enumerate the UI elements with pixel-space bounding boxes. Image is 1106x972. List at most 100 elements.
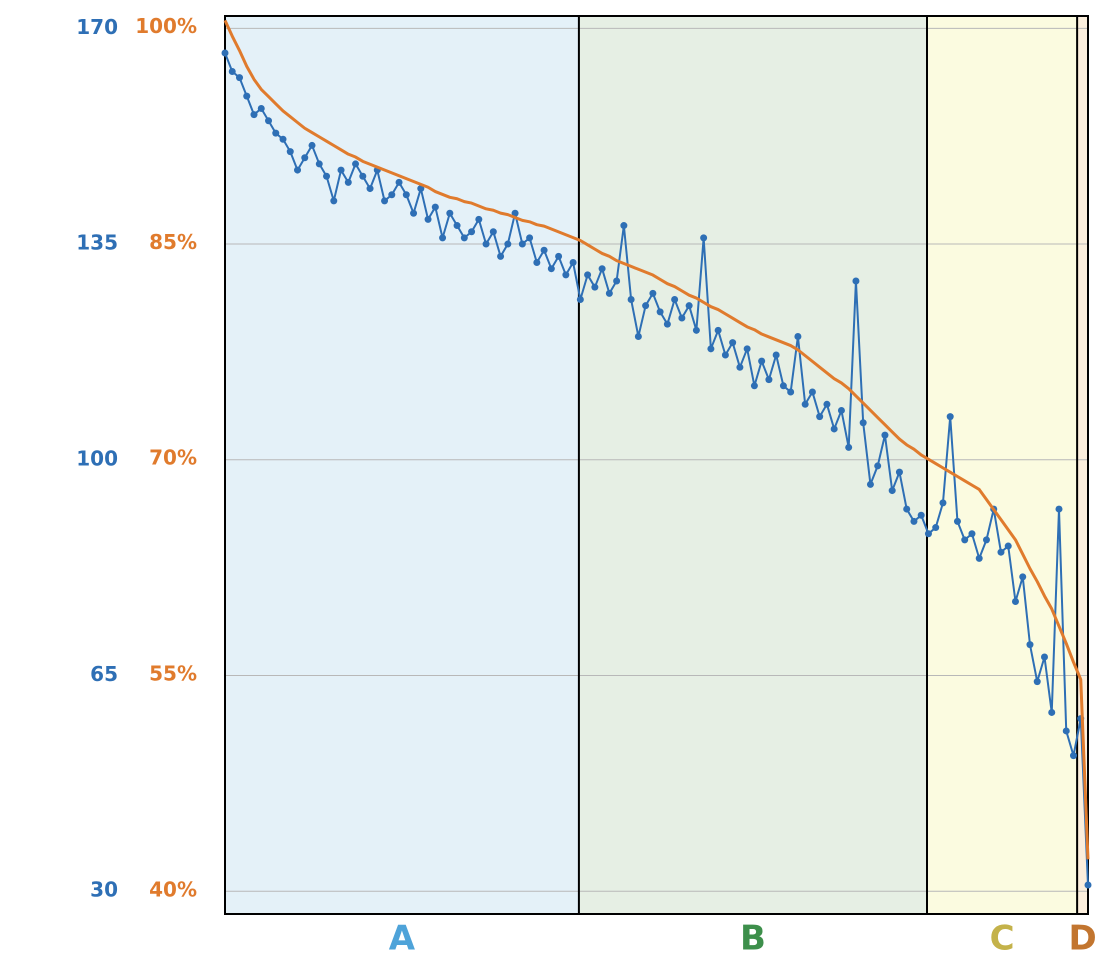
data-point [605,289,613,297]
data-point [359,172,367,180]
y-tick-label: 170 [76,15,118,39]
data-point [1011,598,1019,606]
y2-tick-label: 70% [149,446,197,470]
data-point [895,468,903,476]
data-point [736,363,744,371]
data-point [482,240,490,248]
data-point [903,505,911,513]
y2-tick-label: 85% [149,230,197,254]
data-point [533,259,541,267]
data-point [953,517,961,525]
data-point [286,148,294,156]
data-point [700,234,708,242]
y-tick-label: 135 [76,231,118,255]
data-point [381,197,389,205]
data-point [671,296,679,304]
data-point [830,425,838,433]
data-point [1040,653,1048,661]
data-point [787,388,795,396]
data-point [576,296,584,304]
data-point [388,191,396,199]
data-point [518,240,526,248]
data-point [272,129,280,137]
data-point [997,548,1005,556]
data-point [308,141,316,149]
data-point [250,111,258,119]
data-point [975,554,983,562]
data-point [584,271,592,279]
data-point [1033,678,1041,686]
data-point [707,345,715,353]
zone-label: C [990,919,1015,959]
data-point [634,332,642,340]
y2-tick-label: 100% [135,14,197,38]
zone-background [225,16,579,914]
data-point [504,240,512,248]
data-point [431,203,439,211]
data-point [1019,573,1027,581]
data-point [468,228,476,236]
data-point [765,376,773,384]
data-point [859,419,867,427]
data-point [982,536,990,544]
data-point [1069,752,1077,760]
data-point [743,345,751,353]
data-point [866,480,874,488]
data-point [562,271,570,279]
data-point [344,178,352,186]
data-point [294,166,302,174]
data-point [968,530,976,538]
data-point [526,234,534,242]
data-point [779,382,787,390]
data-point [460,234,468,242]
data-point [750,382,758,390]
data-point [808,388,816,396]
data-point [352,160,360,168]
data-point [946,413,954,421]
data-point [910,517,918,525]
data-point [939,499,947,507]
data-point [1084,881,1092,889]
y-tick-label: 65 [90,662,118,686]
data-point [569,259,577,267]
series-line [223,19,1090,860]
y2-tick-label: 55% [149,662,197,686]
data-point [874,462,882,470]
data-point [852,277,860,285]
data-point [1048,708,1056,716]
data-point [598,265,606,273]
zone-background [927,16,1078,914]
y-tick-label: 30 [90,878,118,902]
data-point [417,185,425,193]
data-point [540,246,548,254]
data-point [642,302,650,310]
data-point [721,351,729,359]
data-point [511,209,519,217]
data-point [279,135,287,143]
data-point [265,117,273,125]
data-point [961,536,969,544]
data-point [315,160,323,168]
data-point [823,400,831,408]
zone-background [1077,16,1088,914]
data-point [475,215,483,223]
data-point [837,406,845,414]
data-point [424,215,432,223]
data-point [613,277,621,285]
data-point [1062,727,1070,735]
data-point [301,154,309,162]
plot-frame [224,15,1089,915]
data-point [439,234,447,242]
data-point [758,357,766,365]
data-point [620,222,628,230]
y2-tick-label: 40% [149,877,197,901]
data-point [446,209,454,217]
data-point [729,339,737,347]
data-point [881,431,889,439]
data-point [323,172,331,180]
data-point [924,530,932,538]
data-point [243,92,251,100]
zone-label: D [1068,919,1096,959]
data-point [555,252,563,260]
